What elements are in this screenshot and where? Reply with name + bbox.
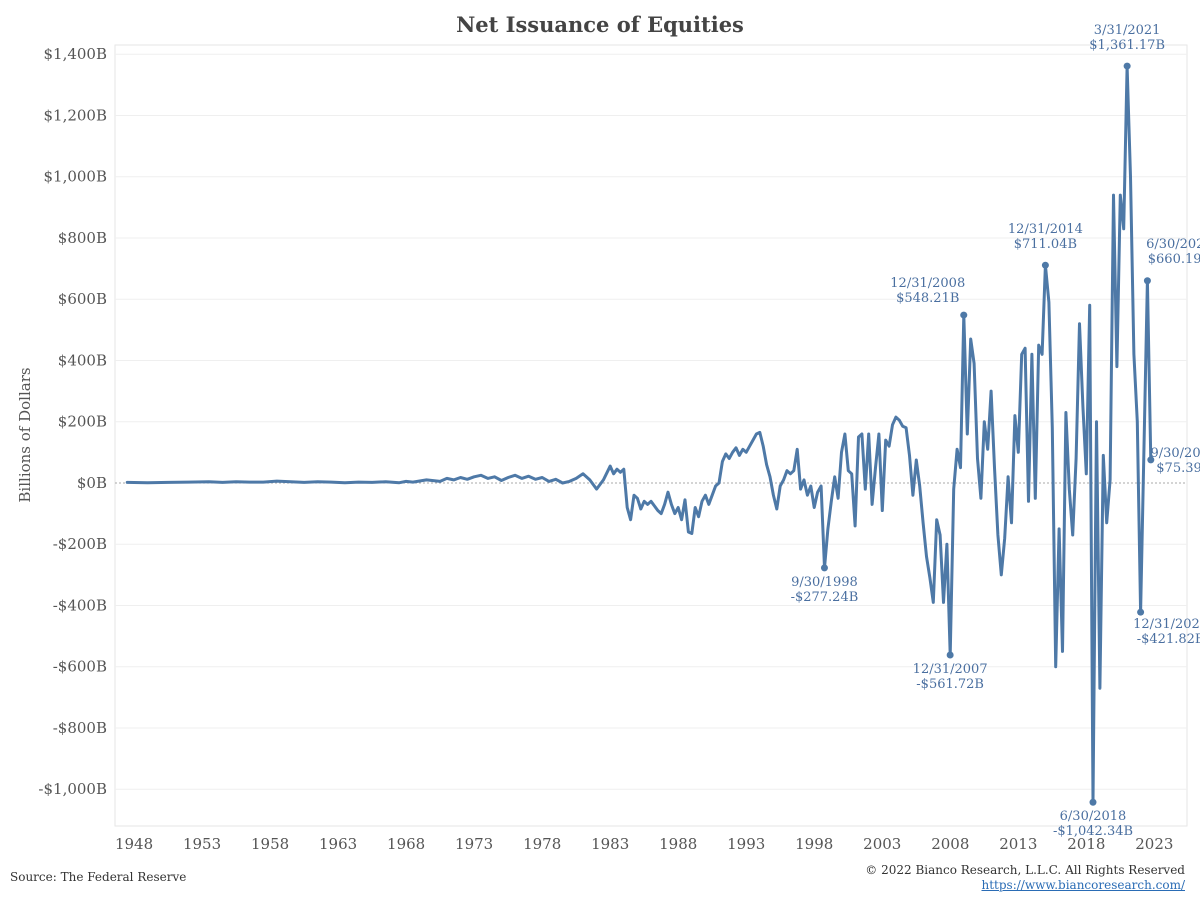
chart-title: Net Issuance of Equities	[456, 12, 744, 37]
annotation-value: $75.39B	[1156, 461, 1200, 476]
annotation-value: -$561.72B	[916, 677, 984, 692]
x-tick-label: 1948	[115, 835, 153, 853]
annotation-marker	[1123, 62, 1131, 70]
annotation-date: 3/31/2021	[1094, 23, 1161, 38]
annotation-date: 6/30/2022	[1146, 237, 1200, 252]
annotations: 9/30/1998-$277.24B 12/31/2007-$561.72B 12/…	[791, 23, 1200, 839]
annotation-marker	[946, 651, 954, 659]
y-tick-label: $400B	[58, 351, 107, 369]
x-tick-label: 1963	[319, 835, 357, 853]
y-tick-label: $600B	[58, 290, 107, 308]
x-tick-label: 1953	[183, 835, 221, 853]
x-tick-label: 2023	[1135, 835, 1173, 853]
annotation-date: 9/30/1998	[791, 575, 858, 590]
annotation-value: -$277.24B	[791, 590, 859, 605]
y-tick-label: -$1,000B	[38, 780, 107, 798]
y-tick-label: $200B	[58, 413, 107, 431]
series-line	[125, 64, 1153, 804]
annotation-value: -$421.82B	[1137, 632, 1200, 647]
annotation-date: 9/30/2022	[1150, 446, 1200, 461]
x-tick-label: 1983	[591, 835, 629, 853]
x-tick-label: 1968	[387, 835, 425, 853]
plot-area: $1,400B $1,200B $1,000B $800B $600B $400B $200…	[38, 23, 1200, 853]
x-tick-label: 2018	[1067, 835, 1105, 853]
annotation-marker	[1089, 798, 1097, 806]
x-tick-label: 1978	[523, 835, 561, 853]
annotation-date: 12/31/2021	[1133, 617, 1200, 632]
y-tick-label: $800B	[58, 229, 107, 247]
annotation-date: 12/31/2014	[1008, 222, 1083, 237]
x-tick-label: 1958	[251, 835, 289, 853]
website-link[interactable]: https://www.biancoresearch.com/	[981, 878, 1185, 892]
annotation-marker	[960, 311, 968, 319]
x-tick-label: 1993	[727, 835, 765, 853]
annotation-marker	[820, 564, 828, 572]
plot-frame	[114, 44, 1188, 827]
copyright-text: © 2022 Bianco Research, L.L.C. All Right…	[865, 863, 1185, 877]
annotation-date: 12/31/2008	[890, 276, 965, 291]
y-tick-label: -$200B	[53, 535, 107, 553]
annotation-value: -$1,042.34B	[1053, 824, 1133, 839]
y-tick-label: -$400B	[53, 596, 107, 614]
y-tick-label: $1,200B	[43, 106, 107, 124]
y-tick-label: -$800B	[53, 719, 107, 737]
x-tick-label: 1973	[455, 835, 493, 853]
x-tick-label: 1998	[795, 835, 833, 853]
annotation-date: 12/31/2007	[913, 662, 988, 677]
y-tick-label: $1,400B	[43, 45, 107, 63]
annotation-marker	[1143, 277, 1151, 285]
x-tick-label: 2003	[863, 835, 901, 853]
annotation-value: $711.04B	[1014, 237, 1077, 252]
annotation-marker	[1041, 261, 1049, 269]
y-tick-label: $1,000B	[43, 168, 107, 186]
source-note: Source: The Federal Reserve	[10, 870, 187, 884]
annotation-date: 6/30/2018	[1060, 809, 1127, 824]
x-tick-label: 1988	[659, 835, 697, 853]
series-lines	[125, 64, 1153, 804]
y-axis-ticks: $1,400B $1,200B $1,000B $800B $600B $400B $200…	[38, 45, 107, 798]
gridlines	[115, 53, 1187, 790]
copyright-block: © 2022 Bianco Research, L.L.C. All Right…	[865, 863, 1185, 893]
annotation-value: $1,361.17B	[1089, 38, 1165, 53]
annotation-marker	[1137, 608, 1145, 616]
annotation-value: $548.21B	[896, 291, 959, 306]
y-tick-label: -$600B	[53, 658, 107, 676]
x-tick-label: 2013	[999, 835, 1037, 853]
annotation-marker	[1147, 456, 1155, 464]
x-axis-ticks: 1948 1953 1958 1963 1968 1973 1978 1983 1988 1993…	[115, 835, 1173, 853]
x-tick-label: 2008	[931, 835, 969, 853]
y-tick-label: $0B	[77, 474, 107, 492]
annotation-value: $660.19B	[1148, 252, 1200, 267]
